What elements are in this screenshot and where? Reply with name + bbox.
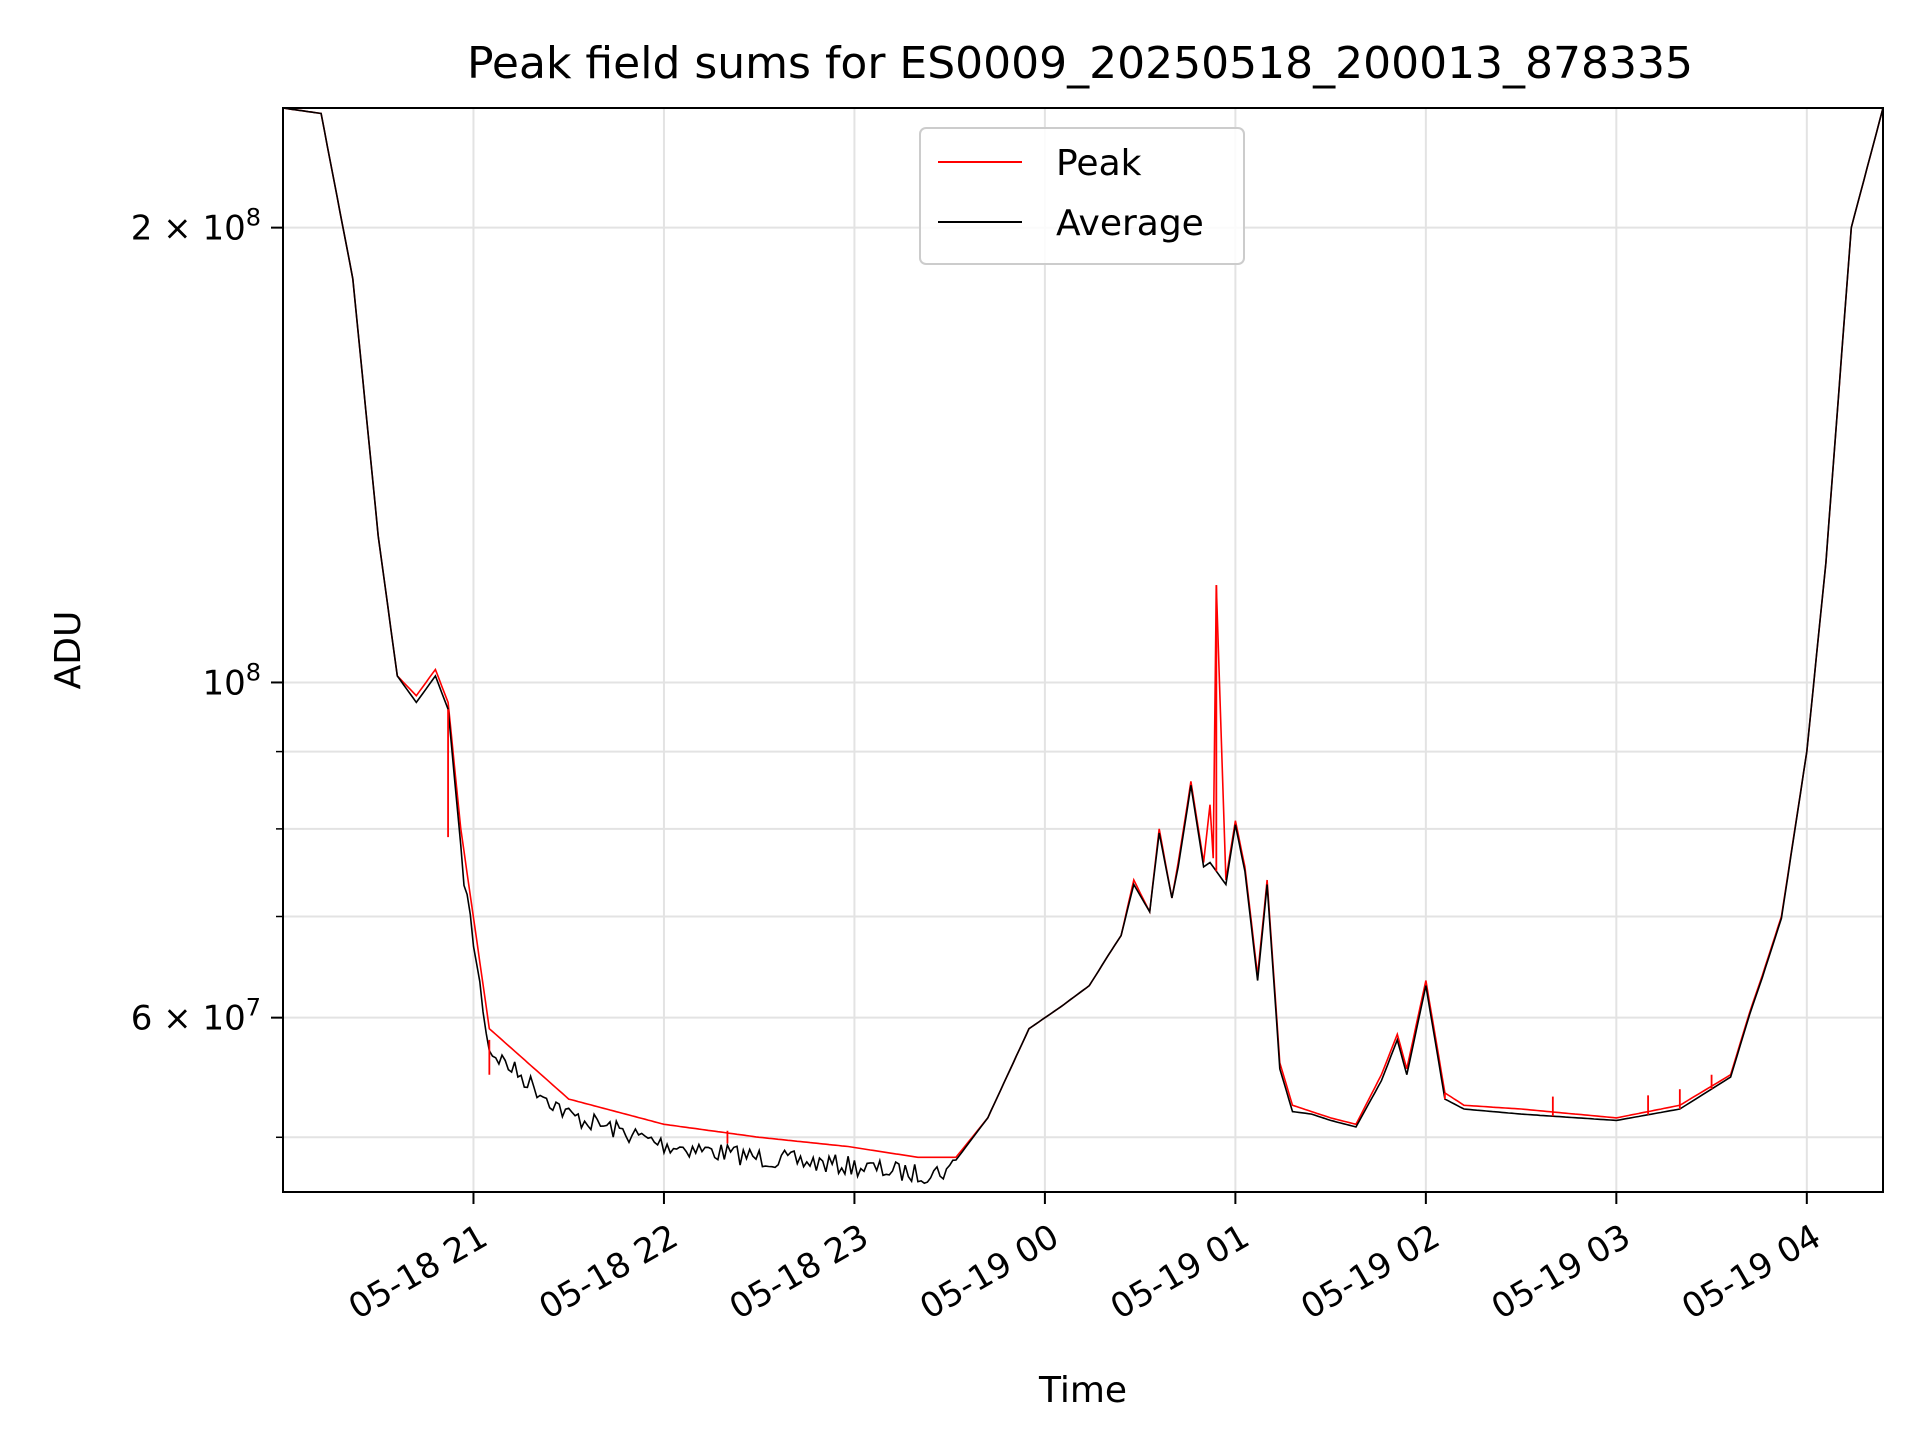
- x-tick-label: 05-18 23: [723, 1217, 875, 1328]
- legend-label-peak: Peak: [1056, 143, 1142, 184]
- series-line-average: [283, 108, 1883, 1185]
- x-tick-label: 05-19 01: [1104, 1217, 1256, 1328]
- series-line-peak: [283, 108, 1883, 1159]
- x-axis-label: Time: [1038, 1370, 1127, 1411]
- x-tick-label: 05-18 22: [532, 1217, 684, 1328]
- y-tick-label: 108: [202, 658, 261, 703]
- x-tick-label: 05-19 00: [913, 1217, 1065, 1328]
- plot-frame: [282, 107, 1884, 1193]
- series-layer: [283, 108, 1883, 1185]
- x-tick-label: 05-19 02: [1294, 1217, 1446, 1328]
- x-tick-label: 05-19 04: [1675, 1217, 1827, 1328]
- legend-label-average: Average: [1056, 203, 1204, 244]
- x-tick-label: 05-19 03: [1485, 1217, 1637, 1328]
- y-axis-label: ADU: [48, 611, 89, 690]
- y-tick-label: 2 × 108: [131, 204, 261, 249]
- legend: Peak Average: [919, 127, 1245, 265]
- y-tick-label: 6 × 107: [131, 994, 261, 1039]
- chart-title: Peak field sums for ES0009_20250518_2000…: [467, 38, 1693, 89]
- tick-layer: 05-18 21 05-18 22 05-18 23 05-19 00 05-19 01…: [131, 204, 1828, 1328]
- grid: [283, 108, 1883, 1192]
- x-tick-label: 05-18 21: [342, 1217, 494, 1328]
